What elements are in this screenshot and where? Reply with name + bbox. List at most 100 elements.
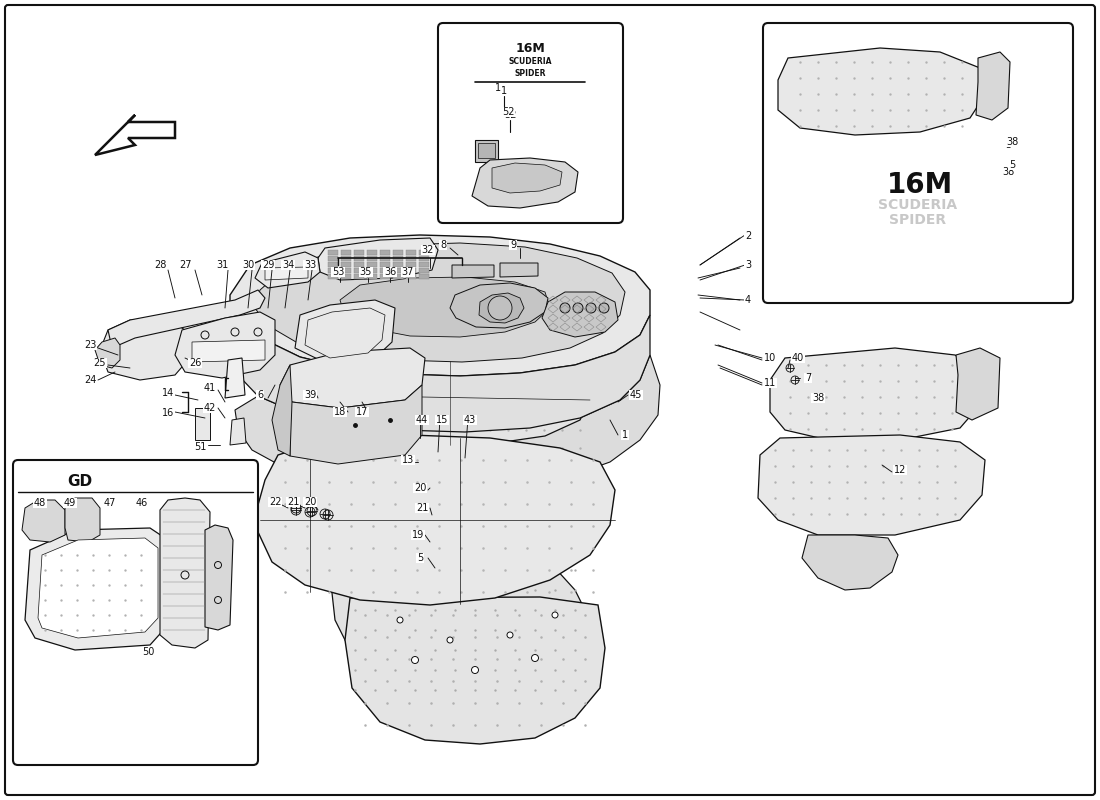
Text: 51: 51 <box>194 442 206 452</box>
Text: 20: 20 <box>304 497 316 507</box>
Text: 23: 23 <box>84 340 96 350</box>
Text: a passion for parts since 1985: a passion for parts since 1985 <box>343 405 537 515</box>
Bar <box>406 256 416 261</box>
Polygon shape <box>230 418 246 445</box>
Text: 5: 5 <box>1009 160 1015 170</box>
Text: 12: 12 <box>894 465 906 475</box>
Text: 3: 3 <box>745 260 751 270</box>
Circle shape <box>573 303 583 313</box>
Bar <box>393 268 403 273</box>
Circle shape <box>507 632 513 638</box>
Text: 14: 14 <box>162 388 174 398</box>
Polygon shape <box>175 312 275 378</box>
Polygon shape <box>226 358 245 398</box>
Text: 16: 16 <box>162 408 174 418</box>
Polygon shape <box>100 320 188 380</box>
Text: 29: 29 <box>262 260 274 270</box>
Polygon shape <box>285 412 600 553</box>
Polygon shape <box>472 158 578 208</box>
Text: 18: 18 <box>334 407 346 417</box>
Polygon shape <box>500 263 538 277</box>
Text: 17: 17 <box>355 407 368 417</box>
Text: 27: 27 <box>178 260 191 270</box>
Polygon shape <box>778 48 984 135</box>
Circle shape <box>447 637 453 643</box>
Text: 50: 50 <box>142 647 154 657</box>
Text: 39: 39 <box>304 390 316 400</box>
Polygon shape <box>475 140 498 162</box>
Text: 41: 41 <box>204 383 216 393</box>
Polygon shape <box>345 597 605 744</box>
Text: parts: parts <box>298 453 462 507</box>
Text: 1: 1 <box>621 430 628 440</box>
Bar <box>406 250 416 254</box>
Text: a passion for parts since 1985: a passion for parts since 1985 <box>263 425 456 535</box>
Text: 6: 6 <box>257 390 263 400</box>
Polygon shape <box>478 143 495 158</box>
Polygon shape <box>265 267 308 280</box>
Polygon shape <box>95 338 120 368</box>
Bar <box>379 250 390 254</box>
Bar <box>406 262 416 266</box>
Text: 19: 19 <box>411 530 425 540</box>
Text: 53: 53 <box>332 267 344 277</box>
Text: 31: 31 <box>216 260 228 270</box>
Polygon shape <box>255 252 320 288</box>
Polygon shape <box>976 52 1010 120</box>
Polygon shape <box>192 340 265 362</box>
Text: 1: 1 <box>500 86 507 96</box>
Text: 20: 20 <box>414 483 426 493</box>
Text: 25: 25 <box>94 358 107 368</box>
Text: 45: 45 <box>630 390 642 400</box>
Circle shape <box>411 657 418 663</box>
Text: 21: 21 <box>416 503 428 513</box>
Bar <box>354 262 364 266</box>
Text: 11: 11 <box>763 378 777 388</box>
Text: 8: 8 <box>440 240 447 250</box>
Polygon shape <box>478 293 524 323</box>
Text: a passion for parts since 1985: a passion for parts since 1985 <box>404 445 596 555</box>
Text: F: F <box>368 382 492 558</box>
Circle shape <box>586 303 596 313</box>
Text: 7: 7 <box>805 373 811 383</box>
Polygon shape <box>802 535 898 590</box>
Bar <box>367 262 377 266</box>
Bar <box>328 274 338 278</box>
Text: SPIDER: SPIDER <box>890 213 947 227</box>
Bar <box>419 262 429 266</box>
Circle shape <box>560 303 570 313</box>
Bar <box>341 250 351 254</box>
Bar <box>367 274 377 278</box>
Polygon shape <box>160 498 210 648</box>
Circle shape <box>488 296 512 320</box>
Bar <box>393 256 403 261</box>
Bar <box>419 256 429 261</box>
Circle shape <box>472 666 478 674</box>
Bar <box>367 268 377 273</box>
Text: 30: 30 <box>242 260 254 270</box>
Text: 26: 26 <box>189 358 201 368</box>
Text: 43: 43 <box>464 415 476 425</box>
Bar <box>367 250 377 254</box>
Bar <box>328 250 338 254</box>
Text: 22: 22 <box>268 497 282 507</box>
Polygon shape <box>65 498 100 542</box>
Circle shape <box>531 654 539 662</box>
Text: 36: 36 <box>384 267 396 277</box>
Bar <box>341 256 351 261</box>
Polygon shape <box>280 348 425 408</box>
Text: 34: 34 <box>282 260 294 270</box>
Circle shape <box>600 303 609 313</box>
Polygon shape <box>255 243 625 362</box>
Text: 2: 2 <box>745 231 751 241</box>
Polygon shape <box>235 355 660 492</box>
Text: 15: 15 <box>436 415 448 425</box>
Bar <box>354 256 364 261</box>
Bar <box>419 250 429 254</box>
Text: 38: 38 <box>812 393 824 403</box>
Bar <box>328 268 338 273</box>
Bar <box>406 268 416 273</box>
Polygon shape <box>205 525 233 630</box>
Polygon shape <box>108 290 265 348</box>
Bar <box>367 256 377 261</box>
